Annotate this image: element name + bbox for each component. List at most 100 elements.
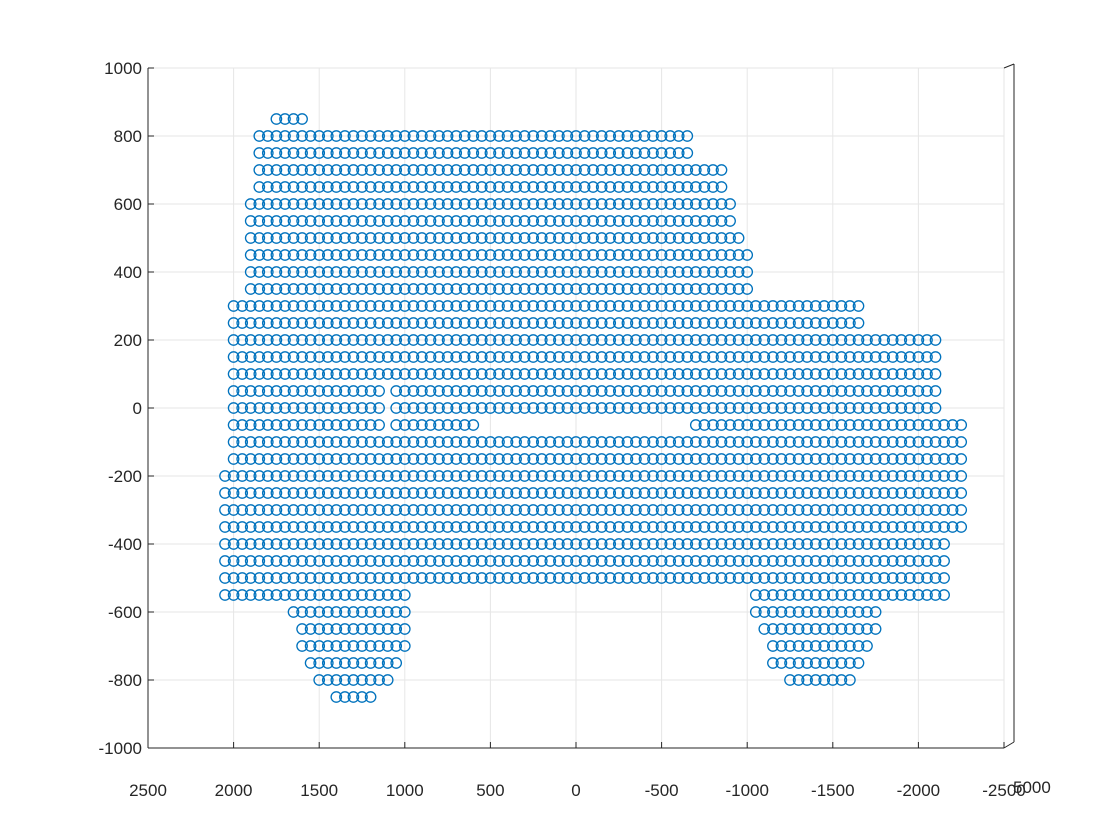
data-point: [647, 334, 659, 346]
data-point: [630, 198, 642, 210]
data-point: [587, 436, 599, 448]
data-point: [595, 198, 608, 210]
data-point: [535, 266, 548, 278]
data-point: [587, 317, 599, 329]
data-point: [638, 453, 651, 465]
data-point: [852, 521, 865, 533]
data-point: [664, 300, 677, 312]
data-point: [381, 674, 394, 686]
data-point: [844, 521, 856, 533]
data-point: [261, 334, 274, 346]
data-point: [570, 385, 582, 397]
data-point: [852, 538, 865, 550]
data-point: [604, 385, 617, 397]
data-point: [612, 487, 625, 499]
data-point: [458, 232, 471, 244]
data-point: [595, 300, 608, 312]
data-point: [578, 334, 591, 346]
data-point: [749, 402, 762, 414]
data-point: [707, 215, 719, 227]
data-point: [724, 436, 736, 448]
data-point: [886, 470, 899, 482]
data-point: [707, 538, 719, 550]
data-point: [330, 164, 343, 176]
data-point: [287, 436, 300, 448]
data-point: [775, 419, 788, 431]
data-point: [407, 266, 420, 278]
data-point: [381, 147, 394, 159]
data-point: [647, 385, 659, 397]
data-point: [929, 521, 942, 533]
data-point: [261, 300, 274, 312]
data-point: [279, 334, 291, 346]
data-point: [356, 691, 368, 703]
data-point: [861, 572, 873, 584]
data-point: [467, 402, 480, 414]
data-point: [561, 232, 574, 244]
data-point: [527, 470, 540, 482]
data-point: [792, 402, 805, 414]
y-tick-label: 800: [114, 127, 142, 146]
data-point: [270, 266, 283, 278]
data-point: [775, 538, 788, 550]
data-point: [604, 436, 617, 448]
data-point: [458, 419, 471, 431]
data-point: [339, 606, 351, 618]
data-point: [227, 589, 240, 601]
data-point: [450, 470, 463, 482]
data-point: [929, 453, 942, 465]
data-point: [313, 555, 326, 567]
data-point: [672, 538, 685, 550]
data-point: [261, 470, 274, 482]
data-point: [587, 368, 599, 380]
data-point: [518, 266, 531, 278]
data-point: [236, 538, 249, 550]
data-point: [587, 232, 599, 244]
data-point: [279, 538, 291, 550]
data-point: [886, 385, 899, 397]
data-point: [869, 538, 882, 550]
data-point: [741, 538, 754, 550]
data-point: [741, 351, 754, 363]
data-point: [270, 436, 283, 448]
data-point: [296, 232, 308, 244]
data-point: [467, 147, 480, 159]
data-point: [287, 334, 300, 346]
data-point: [458, 521, 471, 533]
data-point: [587, 521, 599, 533]
data-point: [270, 283, 283, 295]
data-point: [895, 402, 908, 414]
data-point: [869, 606, 882, 618]
data-point: [561, 521, 574, 533]
data-point: [467, 521, 480, 533]
data-point: [758, 521, 771, 533]
data-point: [296, 164, 308, 176]
data-point: [826, 487, 839, 499]
data-point: [279, 504, 291, 516]
data-point: [535, 521, 548, 533]
data-point: [450, 334, 463, 346]
data-point: [321, 487, 334, 499]
data-point: [484, 317, 497, 329]
data-point: [535, 402, 548, 414]
data-point: [339, 181, 351, 193]
data-point: [809, 436, 822, 448]
data-point: [313, 232, 326, 244]
data-point: [758, 538, 771, 550]
data-point: [612, 572, 625, 584]
data-point: [219, 504, 231, 516]
data-point: [544, 300, 557, 312]
data-point: [518, 521, 531, 533]
data-point: [664, 521, 677, 533]
data-point: [287, 572, 300, 584]
data-point: [390, 164, 403, 176]
data-point: [681, 402, 694, 414]
data-point: [946, 436, 959, 448]
data-point: [441, 215, 454, 227]
data-point: [279, 198, 291, 210]
data-point: [801, 674, 813, 686]
data-point: [544, 470, 557, 482]
data-point: [347, 283, 360, 295]
data-point: [561, 300, 574, 312]
data-point: [852, 657, 865, 669]
